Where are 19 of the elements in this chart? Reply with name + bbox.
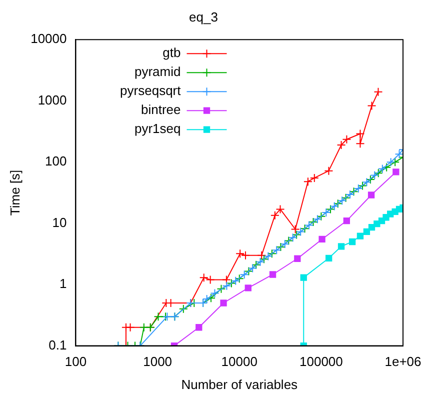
x-tick-label: 1000 [143,354,172,370]
chart-title: eq_3 [189,9,218,24]
x-tick-label: 10000 [221,354,258,370]
x-tick-label: 100 [64,354,87,370]
x-tick-label: 100000 [299,354,343,370]
y-tick-label: 10000 [30,31,67,46]
y-tick-label: 100 [45,154,67,169]
legend-label: pyramid [134,64,181,80]
y-tick-label: 0.1 [48,337,67,352]
y-tick-label: 1 [60,276,67,292]
y-axis-title: Time [s] [7,170,22,216]
x-tick-label: 1e+06 [384,354,422,370]
x-axis-title: Number of variables [181,376,298,392]
legend-label: pyrseqsqrt [120,83,182,98]
legend-label: pyr1seq [134,121,181,136]
legend-label: bintree [141,102,181,118]
legend-label: gtb [162,45,181,60]
y-tick-label: 10 [52,214,67,230]
y-tick-label: 1000 [38,92,67,108]
